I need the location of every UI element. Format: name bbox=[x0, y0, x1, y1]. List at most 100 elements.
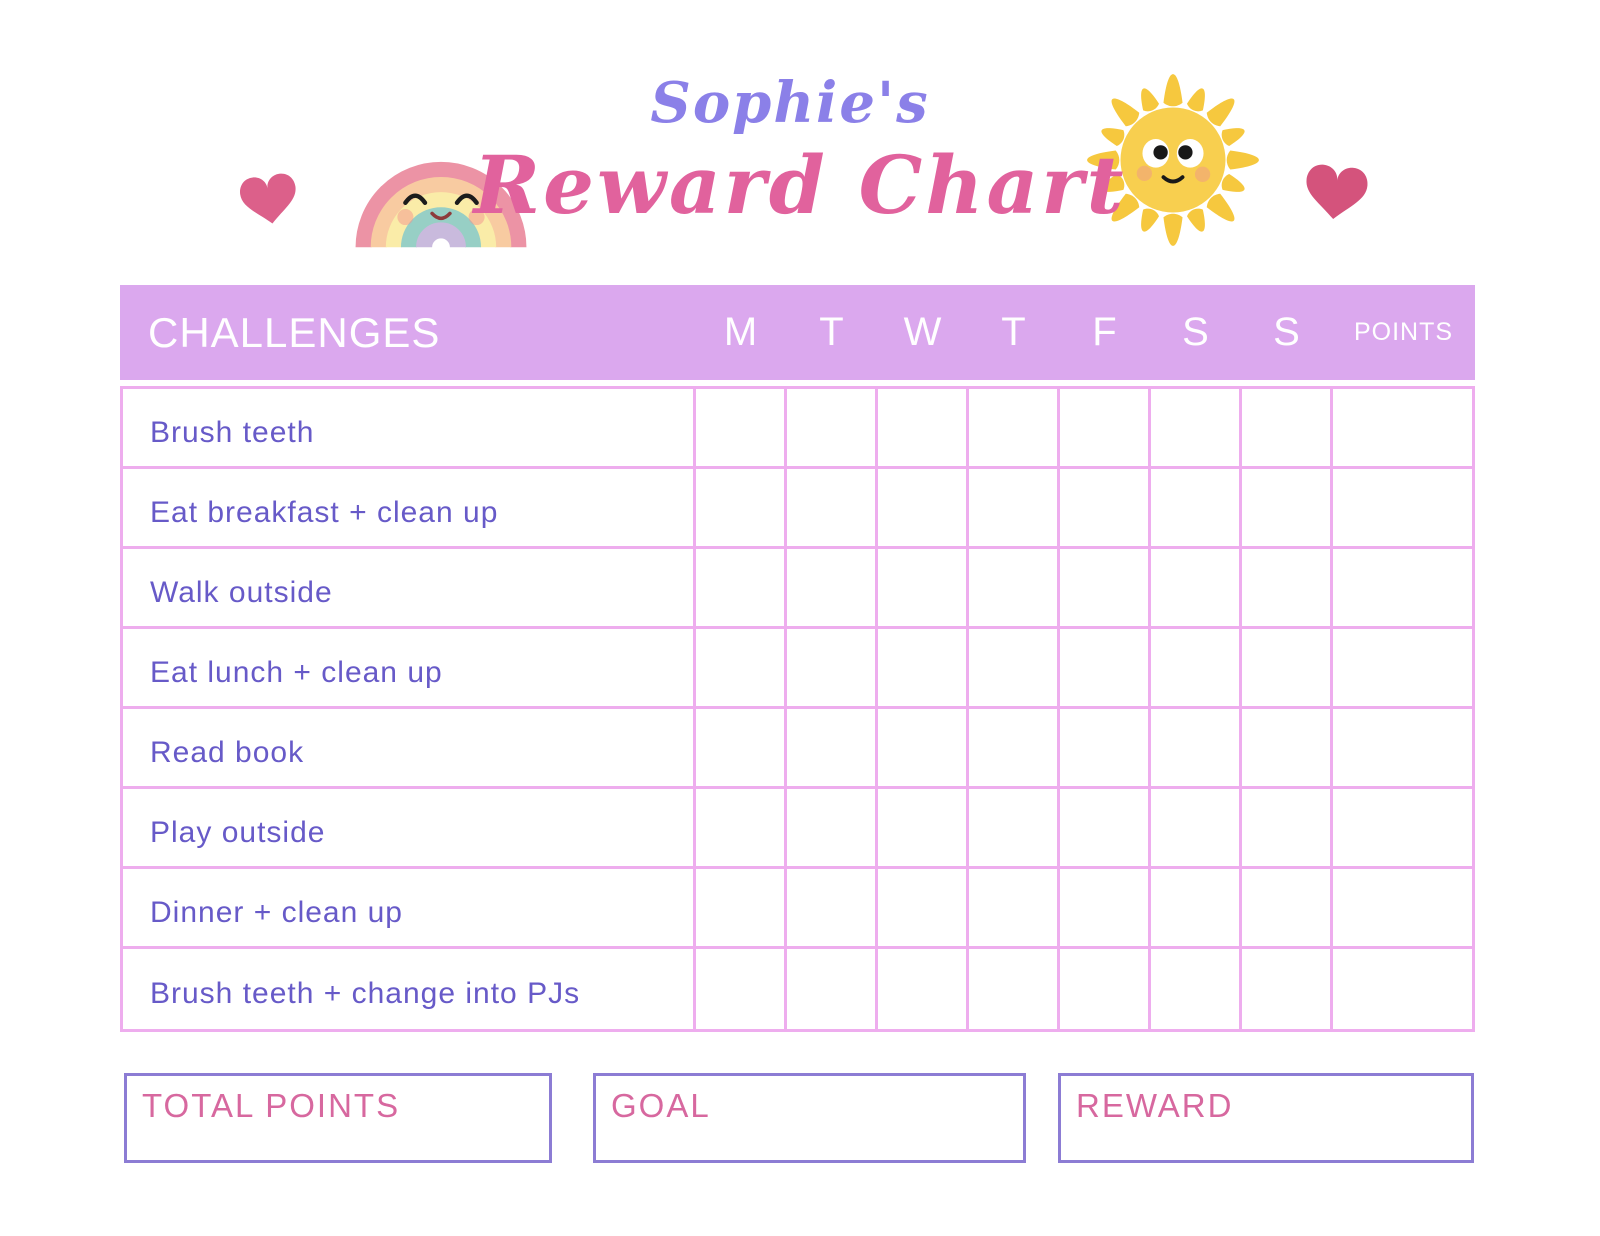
day-cell[interactable] bbox=[696, 869, 787, 949]
reward-box[interactable]: REWARD bbox=[1058, 1073, 1474, 1163]
challenge-label: Play outside bbox=[123, 789, 696, 869]
day-cell[interactable] bbox=[1060, 629, 1151, 709]
day-cell[interactable] bbox=[878, 789, 969, 869]
day-cell[interactable] bbox=[1151, 949, 1242, 1029]
day-cell[interactable] bbox=[1242, 869, 1333, 949]
day-cell[interactable] bbox=[878, 869, 969, 949]
day-cell[interactable] bbox=[696, 629, 787, 709]
day-cell[interactable] bbox=[969, 549, 1060, 629]
day-cell[interactable] bbox=[696, 549, 787, 629]
day-cell[interactable] bbox=[969, 869, 1060, 949]
points-column-header: POINTS bbox=[1353, 318, 1454, 346]
day-cell[interactable] bbox=[878, 549, 969, 629]
day-header-tuesday: T bbox=[819, 310, 844, 354]
heart-icon bbox=[240, 173, 296, 224]
day-cell[interactable] bbox=[969, 949, 1060, 1029]
day-cell[interactable] bbox=[878, 629, 969, 709]
points-cell[interactable] bbox=[1333, 789, 1472, 869]
table-header-row: CHALLENGES M T W T F S S POINTS bbox=[120, 285, 1475, 380]
challenge-label: Eat lunch + clean up bbox=[123, 629, 696, 709]
day-cell[interactable] bbox=[696, 469, 787, 549]
day-cell[interactable] bbox=[1060, 709, 1151, 789]
reward-label: REWARD bbox=[1076, 1087, 1234, 1124]
goal-box[interactable]: GOAL bbox=[593, 1073, 1026, 1163]
table-row: Dinner + clean up bbox=[123, 869, 1472, 949]
day-header-wednesday: W bbox=[903, 310, 942, 354]
day-cell[interactable] bbox=[1060, 949, 1151, 1029]
day-cell[interactable] bbox=[1242, 469, 1333, 549]
points-cell[interactable] bbox=[1333, 469, 1472, 549]
day-cell[interactable] bbox=[696, 709, 787, 789]
day-header-thursday: T bbox=[1001, 310, 1026, 354]
rainbow-icon bbox=[355, 161, 527, 249]
challenge-label: Eat breakfast + clean up bbox=[123, 469, 696, 549]
day-header-saturday: S bbox=[1182, 310, 1209, 354]
table-row: Read book bbox=[123, 709, 1472, 789]
day-cell[interactable] bbox=[1151, 629, 1242, 709]
day-cell[interactable] bbox=[1060, 789, 1151, 869]
day-cell[interactable] bbox=[1151, 469, 1242, 549]
day-cell[interactable] bbox=[1060, 869, 1151, 949]
table-row: Play outside bbox=[123, 789, 1472, 869]
day-cell[interactable] bbox=[969, 629, 1060, 709]
table-row: Eat breakfast + clean up bbox=[123, 469, 1472, 549]
table-row: Eat lunch + clean up bbox=[123, 629, 1472, 709]
day-cell[interactable] bbox=[696, 389, 787, 469]
day-cell[interactable] bbox=[878, 389, 969, 469]
day-cell[interactable] bbox=[878, 949, 969, 1029]
points-cell[interactable] bbox=[1333, 629, 1472, 709]
total-points-box[interactable]: TOTAL POINTS bbox=[124, 1073, 552, 1163]
day-cell[interactable] bbox=[1060, 389, 1151, 469]
day-cell[interactable] bbox=[696, 949, 787, 1029]
day-cell[interactable] bbox=[1242, 949, 1333, 1029]
day-cell[interactable] bbox=[878, 469, 969, 549]
day-cell[interactable] bbox=[1242, 629, 1333, 709]
challenge-label: Brush teeth bbox=[123, 389, 696, 469]
day-cell[interactable] bbox=[787, 709, 878, 789]
day-cell[interactable] bbox=[969, 469, 1060, 549]
day-cell[interactable] bbox=[969, 709, 1060, 789]
day-cell[interactable] bbox=[787, 629, 878, 709]
table-row: Brush teeth + change into PJs bbox=[123, 949, 1472, 1029]
heart-icon bbox=[1306, 164, 1368, 220]
points-cell[interactable] bbox=[1333, 389, 1472, 469]
day-cell[interactable] bbox=[1151, 709, 1242, 789]
points-cell[interactable] bbox=[1333, 549, 1472, 629]
day-cell[interactable] bbox=[969, 789, 1060, 869]
chart-grid: Brush teeth Eat breakfast + clean up Wal… bbox=[120, 386, 1475, 1032]
day-cell[interactable] bbox=[787, 469, 878, 549]
day-cell[interactable] bbox=[1060, 469, 1151, 549]
challenge-label: Dinner + clean up bbox=[123, 869, 696, 949]
points-cell[interactable] bbox=[1333, 869, 1472, 949]
day-cell[interactable] bbox=[696, 789, 787, 869]
day-cell[interactable] bbox=[1242, 389, 1333, 469]
total-points-label: TOTAL POINTS bbox=[142, 1087, 401, 1124]
day-cell[interactable] bbox=[787, 789, 878, 869]
day-header-sunday: S bbox=[1273, 310, 1300, 354]
sun-icon bbox=[1087, 74, 1259, 246]
day-cell[interactable] bbox=[969, 389, 1060, 469]
day-cell[interactable] bbox=[787, 949, 878, 1029]
day-cell[interactable] bbox=[1060, 549, 1151, 629]
day-cell[interactable] bbox=[1151, 389, 1242, 469]
challenge-label: Brush teeth + change into PJs bbox=[123, 949, 696, 1029]
day-header-friday: F bbox=[1092, 310, 1117, 354]
challenge-label: Walk outside bbox=[123, 549, 696, 629]
day-header-monday: M bbox=[723, 310, 758, 354]
day-cell[interactable] bbox=[1242, 549, 1333, 629]
day-cell[interactable] bbox=[1151, 789, 1242, 869]
day-cell[interactable] bbox=[1242, 789, 1333, 869]
day-cell[interactable] bbox=[787, 549, 878, 629]
goal-label: GOAL bbox=[611, 1087, 711, 1124]
day-cell[interactable] bbox=[1151, 869, 1242, 949]
day-cell[interactable] bbox=[1151, 549, 1242, 629]
day-cell[interactable] bbox=[1242, 709, 1333, 789]
points-cell[interactable] bbox=[1333, 949, 1472, 1029]
page-title: Reward Chart bbox=[473, 138, 1127, 232]
day-cell[interactable] bbox=[787, 869, 878, 949]
day-cell[interactable] bbox=[878, 709, 969, 789]
points-cell[interactable] bbox=[1333, 709, 1472, 789]
challenge-label: Read book bbox=[123, 709, 696, 789]
day-cell[interactable] bbox=[787, 389, 878, 469]
